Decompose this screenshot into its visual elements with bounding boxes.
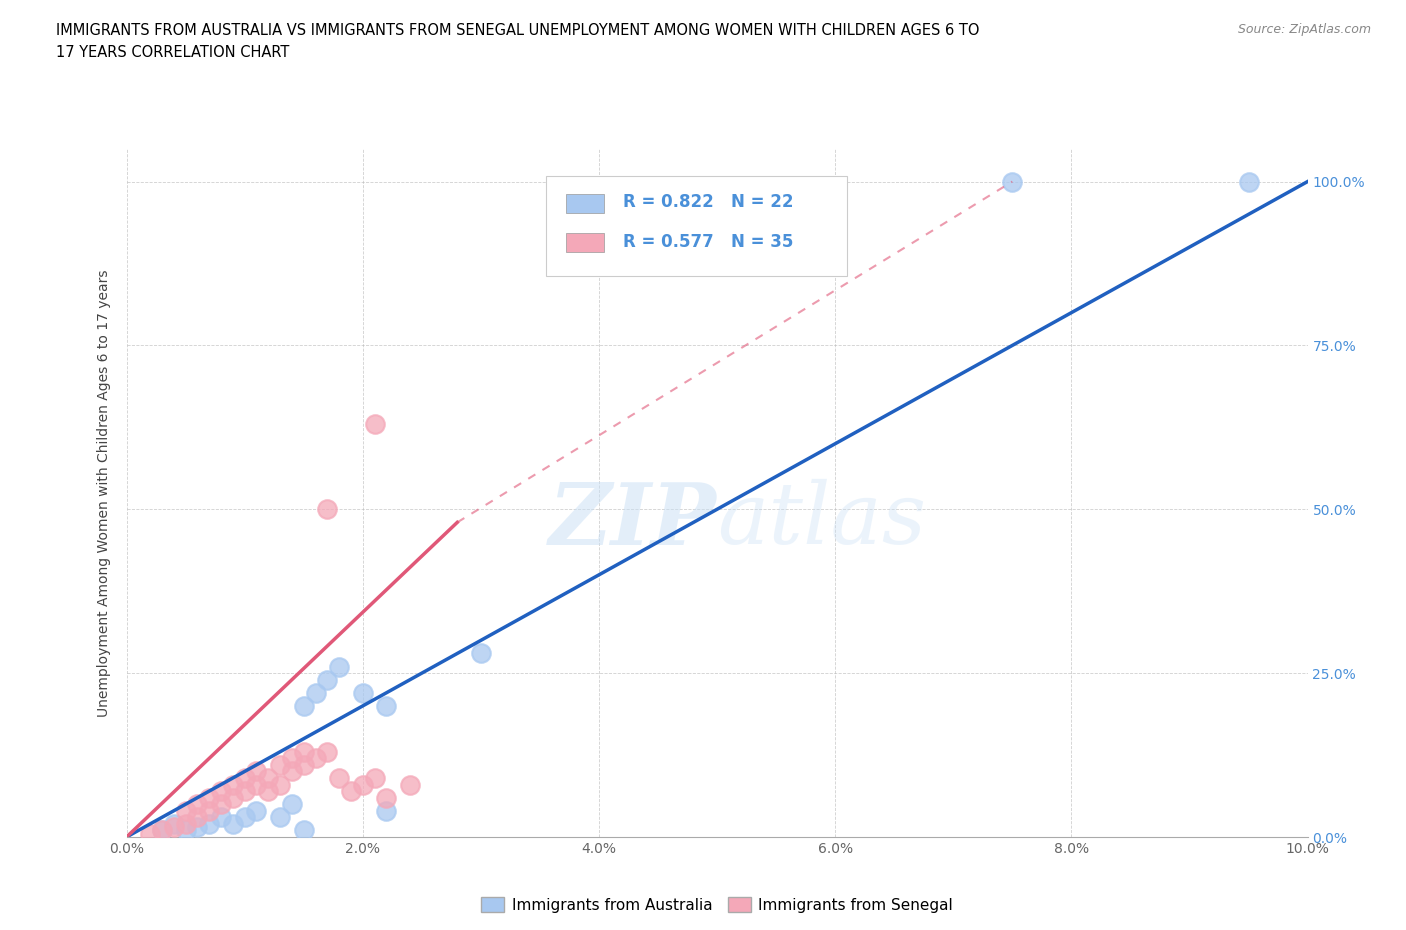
Point bbox=[399, 777, 422, 792]
Point bbox=[328, 659, 350, 674]
Point bbox=[316, 744, 339, 759]
Point bbox=[328, 771, 350, 786]
Point bbox=[233, 784, 256, 799]
Point bbox=[1237, 174, 1260, 189]
Point bbox=[316, 502, 339, 517]
Point bbox=[150, 823, 173, 838]
Point bbox=[209, 784, 232, 799]
Point bbox=[316, 672, 339, 687]
Point bbox=[139, 826, 162, 841]
Y-axis label: Unemployment Among Women with Children Ages 6 to 17 years: Unemployment Among Women with Children A… bbox=[97, 269, 111, 717]
FancyBboxPatch shape bbox=[546, 177, 846, 276]
Point bbox=[245, 764, 267, 779]
Point bbox=[363, 771, 385, 786]
Point bbox=[150, 823, 173, 838]
Legend: Immigrants from Australia, Immigrants from Senegal: Immigrants from Australia, Immigrants fr… bbox=[475, 891, 959, 919]
Text: 17 YEARS CORRELATION CHART: 17 YEARS CORRELATION CHART bbox=[56, 45, 290, 60]
Point bbox=[292, 823, 315, 838]
Point bbox=[163, 817, 186, 831]
Point bbox=[304, 685, 326, 700]
Point bbox=[257, 784, 280, 799]
Point bbox=[186, 819, 208, 834]
Point bbox=[174, 817, 197, 831]
Point bbox=[269, 777, 291, 792]
Point bbox=[375, 790, 398, 805]
Point bbox=[292, 744, 315, 759]
FancyBboxPatch shape bbox=[565, 193, 603, 213]
Point bbox=[269, 810, 291, 825]
Point bbox=[163, 819, 186, 834]
Point bbox=[233, 771, 256, 786]
Point bbox=[245, 777, 267, 792]
Point bbox=[245, 804, 267, 818]
Point bbox=[233, 810, 256, 825]
Point bbox=[174, 823, 197, 838]
Point bbox=[470, 646, 492, 661]
Point bbox=[281, 797, 304, 812]
Point bbox=[281, 764, 304, 779]
Point bbox=[352, 777, 374, 792]
Point bbox=[209, 797, 232, 812]
Point bbox=[375, 698, 398, 713]
Point bbox=[352, 685, 374, 700]
Text: IMMIGRANTS FROM AUSTRALIA VS IMMIGRANTS FROM SENEGAL UNEMPLOYMENT AMONG WOMEN WI: IMMIGRANTS FROM AUSTRALIA VS IMMIGRANTS … bbox=[56, 23, 980, 38]
Point bbox=[363, 417, 385, 432]
Point bbox=[209, 810, 232, 825]
Text: atlas: atlas bbox=[717, 479, 927, 562]
Point bbox=[222, 790, 245, 805]
Point bbox=[292, 757, 315, 772]
Point bbox=[292, 698, 315, 713]
Point bbox=[222, 817, 245, 831]
Point bbox=[1001, 174, 1024, 189]
Text: ZIP: ZIP bbox=[550, 479, 717, 562]
Point bbox=[174, 804, 197, 818]
Point bbox=[186, 797, 208, 812]
Point bbox=[186, 810, 208, 825]
Point bbox=[198, 790, 221, 805]
Text: R = 0.577   N = 35: R = 0.577 N = 35 bbox=[623, 232, 793, 251]
Point bbox=[198, 804, 221, 818]
Text: R = 0.822   N = 22: R = 0.822 N = 22 bbox=[623, 193, 793, 211]
Point bbox=[375, 804, 398, 818]
Text: Source: ZipAtlas.com: Source: ZipAtlas.com bbox=[1237, 23, 1371, 36]
Point bbox=[269, 757, 291, 772]
Point bbox=[257, 771, 280, 786]
Point bbox=[281, 751, 304, 765]
Point bbox=[340, 784, 363, 799]
Point bbox=[222, 777, 245, 792]
Point bbox=[304, 751, 326, 765]
FancyBboxPatch shape bbox=[565, 232, 603, 252]
Point bbox=[198, 817, 221, 831]
